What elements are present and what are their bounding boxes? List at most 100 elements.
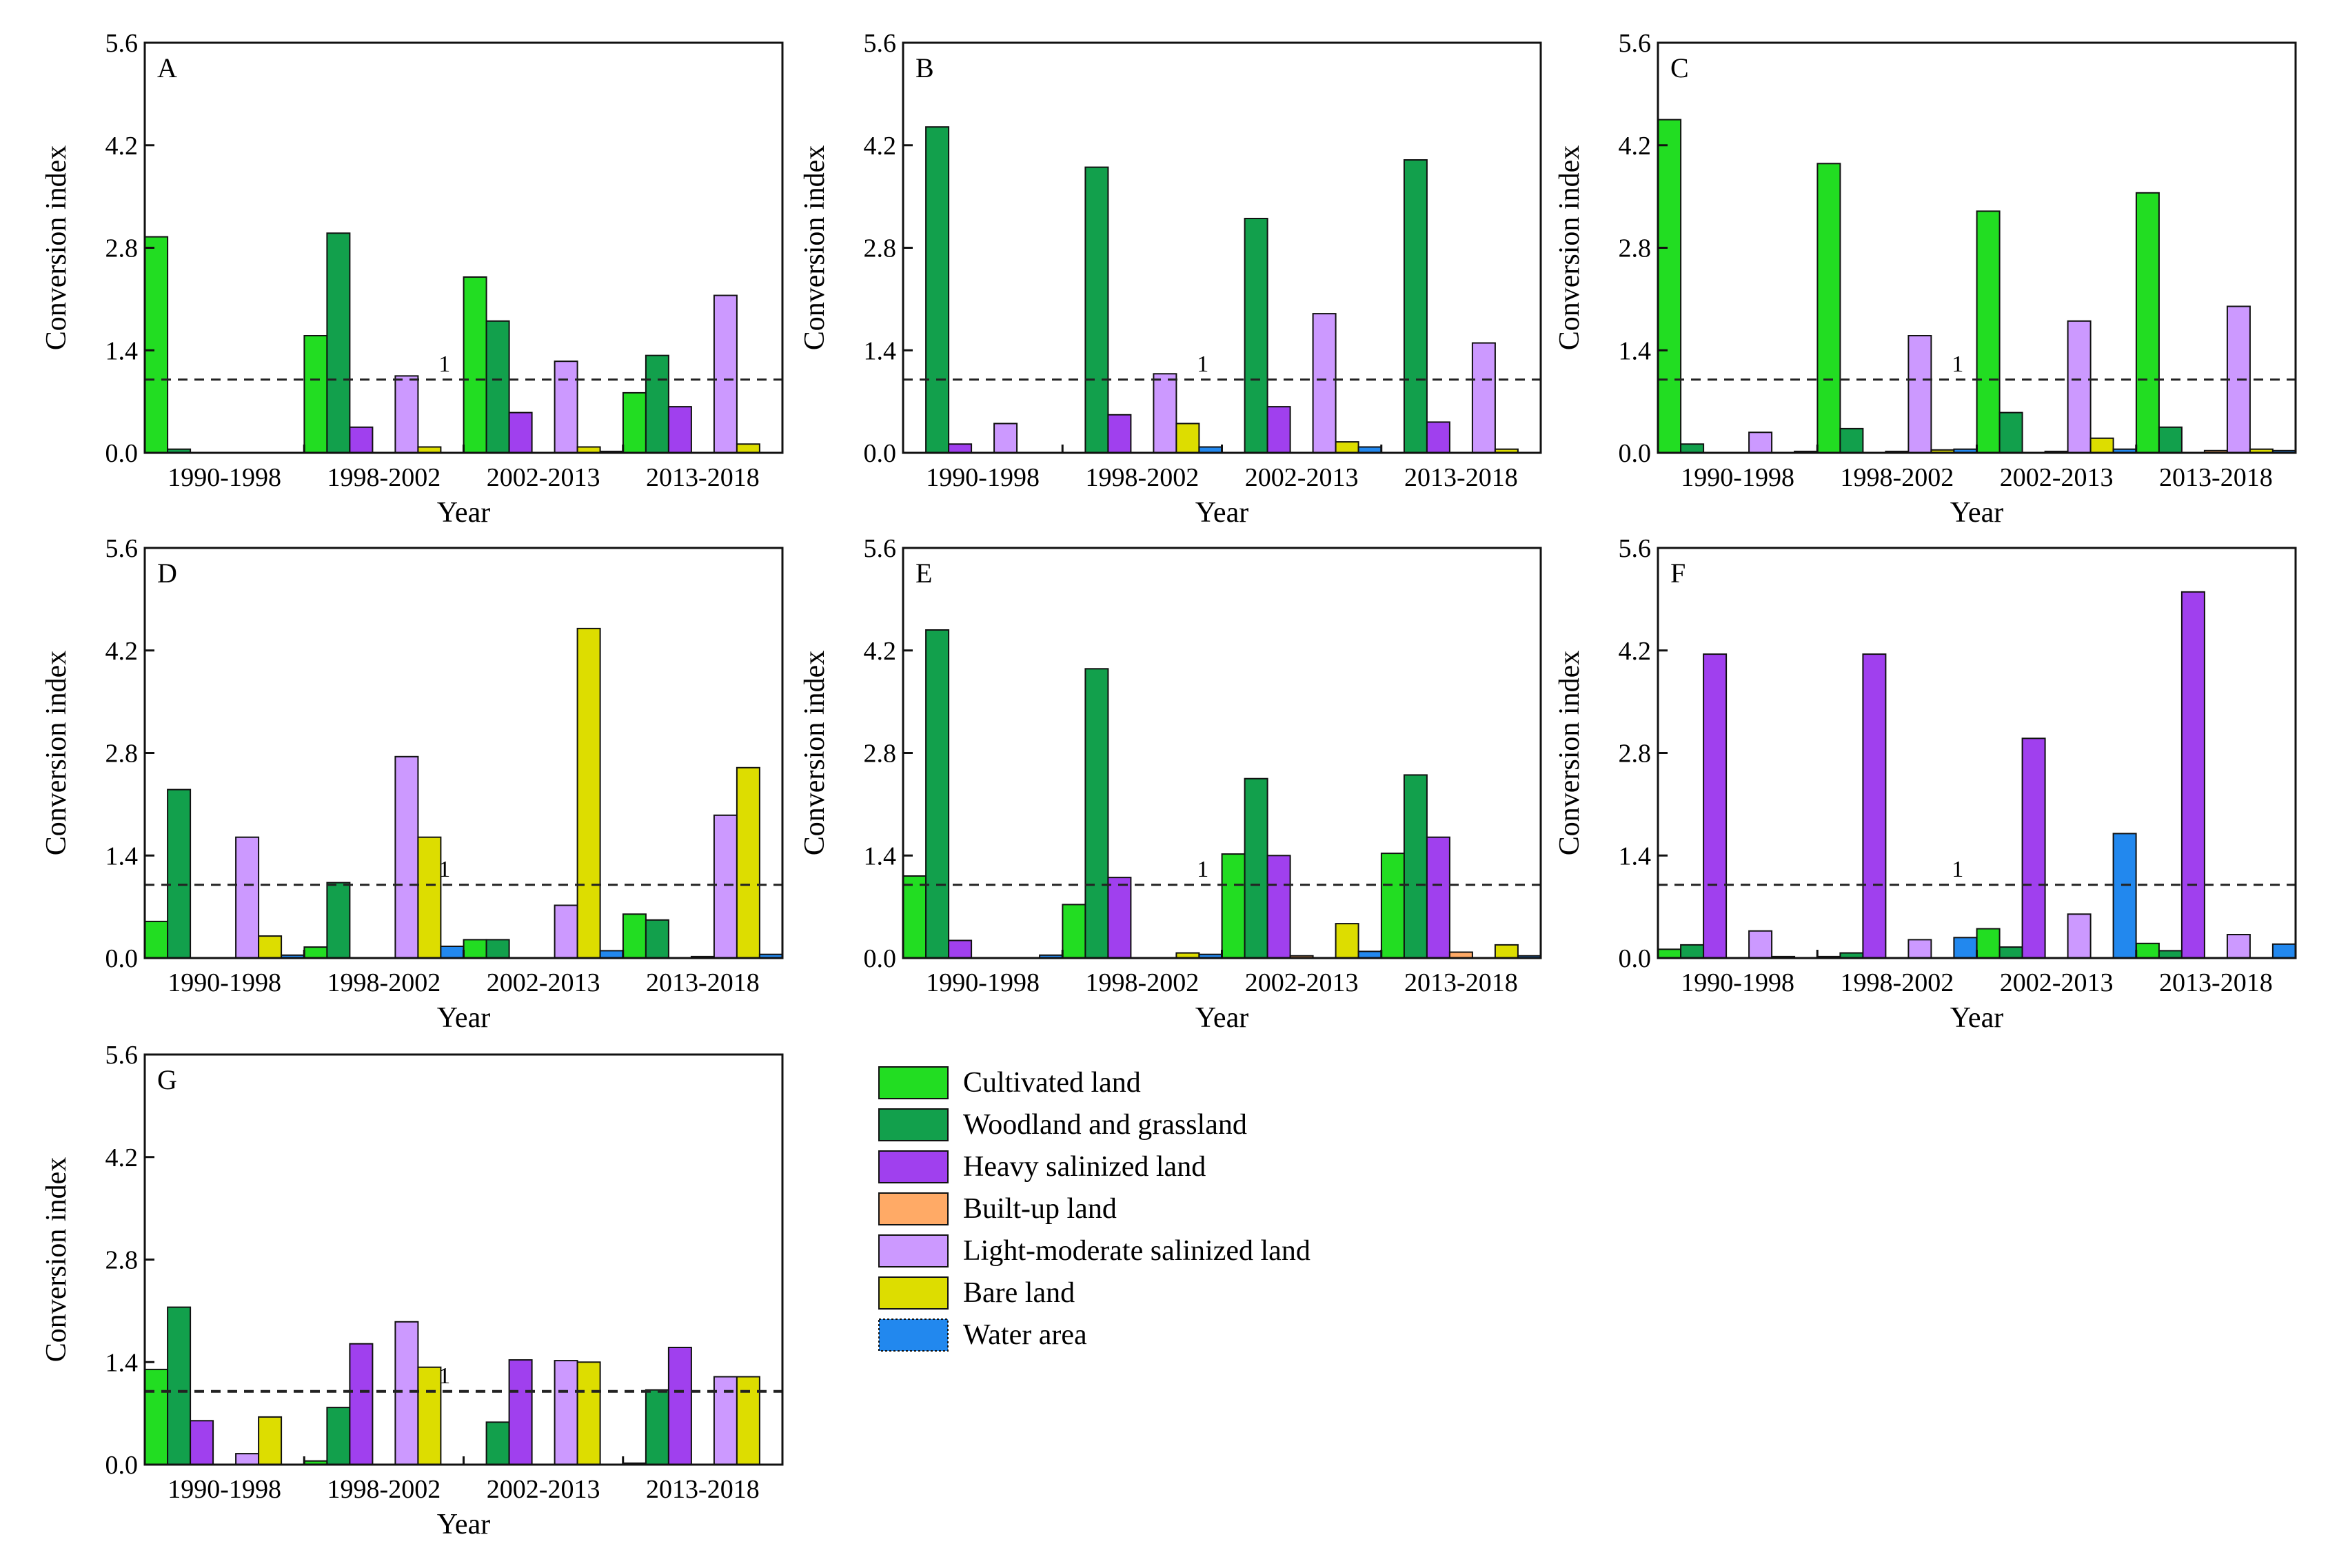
bar-F-2-6 [2112,833,2137,959]
bar-A-1-0 [303,335,328,454]
panel-E: 1 0.0 1.4 2.8 4.2 5.6 1990-1998 1998-2002 2002-2… [799,534,1542,1034]
x-tick-label: 1990-1998 [926,968,1040,997]
bar-F-1-2 [1862,653,1887,959]
x-tick-label: 2013-2018 [646,1475,760,1504]
x-tick-label: 1990-1998 [168,463,281,492]
y-tick-label: 5.6 [1619,29,1652,58]
bar-E-3-2 [1426,836,1450,959]
y-tick-label: 4.2 [1619,637,1652,666]
panel-G: 1 0.0 1.4 2.8 4.2 5.6 1990-1998 1998-2002 2002-2… [41,1041,784,1540]
y-axis-title: Conversion index [1554,145,1586,350]
x-tick-label: 2013-2018 [1404,968,1518,997]
x-tick-label: 2002-2013 [487,1475,600,1504]
bar-F-3-0 [2135,942,2160,959]
x-axis-title: Year [437,1509,490,1540]
x-tick-label: 2002-2013 [2000,968,2114,997]
bar-F-1-4 [1907,939,1932,959]
x-axis-title: Year [1950,1002,2003,1034]
bar-G-1-4 [394,1321,419,1466]
bar-E-1-1 [1084,668,1109,959]
panel-letter: E [915,558,932,589]
plot-frame [902,41,1542,454]
y-tick-label: 2.8 [105,740,139,768]
bar-A-3-5 [736,443,760,454]
y-tick-label: 0.0 [864,439,897,468]
bar-G-0-2 [190,1420,214,1466]
bar-B-1-1 [1084,166,1109,454]
y-tick-label: 1.4 [105,336,139,365]
bar-C-1-4 [1907,335,1932,454]
bar-B-2-2 [1266,406,1291,454]
bar-D-3-4 [713,814,738,959]
bar-C-2-0 [1976,210,2001,454]
y-tick-label: 0.0 [864,944,897,973]
y-tick-label: 4.2 [1619,132,1652,161]
x-tick-label: 2013-2018 [646,968,760,997]
bar-A-2-1 [485,320,510,454]
bar-D-2-6 [599,950,624,959]
legend-swatch [878,1108,949,1141]
bar-F-2-1 [1998,946,2023,959]
bar-A-2-0 [463,276,487,454]
bar-F-2-4 [2067,913,2092,959]
x-axis-title: Year [1195,1002,1248,1034]
bar-E-0-1 [925,629,950,959]
x-tick-label: 1998-2002 [1086,463,1200,492]
x-tick-label: 1998-2002 [1841,968,1954,997]
panel-letter: B [915,52,934,83]
y-tick-label: 5.6 [105,29,139,58]
y-tick-label: 4.2 [864,637,897,666]
bar-B-0-4 [993,422,1018,454]
bar-B-2-1 [1244,218,1268,454]
bar-E-2-0 [1221,853,1246,959]
y-tick-label: 5.6 [105,1041,139,1070]
x-axis-title: Year [1195,497,1248,529]
x-tick-label: 1990-1998 [168,1475,281,1504]
bar-F-0-0 [1657,948,1682,959]
bar-C-0-4 [1748,431,1773,454]
bar-D-2-1 [485,939,510,959]
bar-G-3-5 [736,1376,760,1465]
y-tick-label: 5.6 [105,534,139,563]
x-tick-label: 1998-2002 [327,968,441,997]
bar-F-3-4 [2226,934,2251,959]
y-axis-title: Conversion index [799,145,831,350]
bar-E-3-1 [1403,774,1428,959]
legend-swatch [878,1276,949,1310]
bar-E-2-2 [1266,855,1291,959]
bar-G-1-5 [417,1366,442,1465]
bar-F-1-6 [1953,937,1978,959]
bar-G-0-0 [144,1368,169,1466]
bar-E-0-0 [902,875,927,959]
legend-label: Cultivated land [963,1067,1141,1099]
bar-G-0-1 [167,1306,192,1465]
bar-B-1-5 [1175,422,1200,454]
legend: Cultivated land Woodland and grassland Hea… [878,1066,1310,1352]
y-tick-label: 0.0 [105,439,139,468]
bar-A-2-4 [554,360,578,454]
bar-D-0-0 [144,920,169,959]
legend-swatch [878,1234,949,1267]
bar-A-3-4 [713,294,738,454]
x-tick-label: 1998-2002 [327,463,441,492]
x-tick-label: 1990-1998 [168,968,281,997]
y-tick-label: 4.2 [105,132,139,161]
panel-letter: F [1670,558,1686,589]
bar-D-3-5 [736,766,760,959]
x-tick-label: 1990-1998 [926,463,1040,492]
bar-F-3-6 [2271,943,2296,959]
y-tick-label: 4.2 [864,132,897,161]
reference-line-label: 1 [1197,352,1208,377]
legend-label: Woodland and grassland [963,1109,1247,1141]
y-tick-label: 4.2 [105,637,139,666]
x-tick-label: 2002-2013 [487,968,600,997]
bar-D-3-1 [645,919,669,959]
bar-F-2-2 [2021,737,2046,959]
bar-C-2-5 [2089,437,2114,454]
reference-line-label: 1 [438,1363,450,1389]
panel-B: 1 0.0 1.4 2.8 4.2 5.6 1990-1998 1998-2002 2002-2… [799,29,1542,529]
y-axis-title: Conversion index [41,651,72,855]
y-tick-label: 5.6 [864,29,897,58]
bar-A-1-1 [326,232,351,454]
legend-label: Bare land [963,1277,1075,1309]
